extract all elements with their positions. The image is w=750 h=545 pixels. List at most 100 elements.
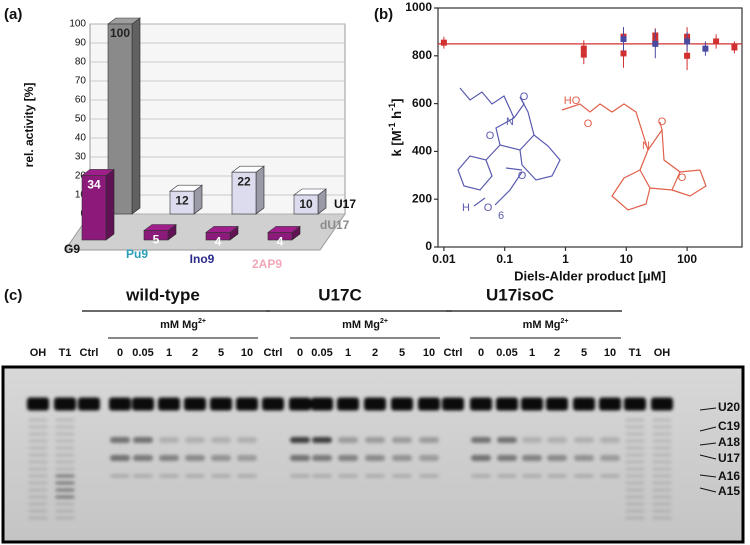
gel-band — [418, 397, 440, 411]
structure-label: O — [658, 116, 667, 128]
structure-label: O — [520, 91, 529, 103]
y-axis-label-part: -1 — [387, 103, 397, 111]
gel-band — [546, 397, 568, 411]
gel-band — [185, 437, 205, 443]
gel-band — [55, 425, 75, 429]
gel-band — [312, 437, 332, 443]
lane-label: 0 — [117, 347, 123, 359]
gel-band — [600, 437, 620, 443]
data-point — [731, 44, 738, 51]
data-point — [713, 38, 720, 45]
gel-band — [211, 437, 231, 443]
lane-label: 0 — [297, 347, 303, 359]
gel-band — [290, 474, 310, 478]
structure-label: 6 — [498, 210, 504, 222]
lane-label: OH — [30, 347, 47, 359]
y-tick-label: 10 — [75, 190, 87, 201]
lane-label: 5 — [218, 347, 224, 359]
lane-label: 1 — [529, 347, 535, 359]
gel-band — [391, 397, 413, 411]
gel-band — [54, 397, 76, 411]
group-header: wild-type — [125, 285, 200, 304]
y-tick-label: 30 — [75, 152, 87, 163]
gel-band — [599, 397, 621, 411]
unit-text: mM Mg — [160, 319, 198, 331]
gel-band — [185, 455, 205, 461]
gel-band — [237, 455, 257, 461]
gel-band — [237, 437, 257, 443]
gel-band — [338, 474, 358, 478]
gel-band — [574, 474, 594, 478]
unit-sup: 2+ — [560, 318, 568, 325]
gel-band — [55, 432, 75, 436]
gel-band — [470, 397, 492, 411]
gel-band — [496, 397, 518, 411]
gel-band — [625, 481, 645, 485]
gel-band — [28, 439, 48, 443]
band-label: U17 — [718, 451, 740, 465]
band-pointer — [699, 442, 717, 446]
structure-bond — [519, 134, 561, 181]
y-axis-label: k [M-1 h-1] — [387, 99, 404, 157]
band-pointer — [699, 407, 717, 411]
bar-side — [105, 168, 115, 241]
structure-label: N — [642, 140, 650, 152]
gel-band — [497, 437, 517, 443]
band-pointer — [699, 474, 717, 478]
gel-band — [651, 397, 673, 411]
gel-band — [365, 474, 385, 478]
y-tick-label: 20 — [75, 171, 87, 182]
structure-label: HO — [564, 95, 581, 107]
gel-band — [652, 418, 672, 422]
y-tick-label: 60 — [75, 95, 87, 106]
gel-band — [471, 455, 491, 461]
bar — [231, 171, 257, 215]
gel-band — [365, 455, 385, 461]
gel-band — [262, 397, 284, 411]
gel-band — [522, 455, 542, 461]
gel-band — [133, 437, 153, 443]
bar — [293, 194, 319, 215]
band-label: C19 — [718, 419, 740, 433]
series-label: U17 — [334, 197, 356, 211]
gel-band — [522, 474, 542, 478]
bar — [267, 232, 293, 241]
panel-label: (b) — [374, 6, 393, 23]
x-tick-label: 1 — [562, 252, 569, 266]
y-tick-label: 80 — [75, 57, 87, 68]
gel-band — [55, 439, 75, 443]
lane-label: 0.05 — [132, 347, 153, 359]
unit-text: mM Mg — [342, 319, 380, 331]
gel-band — [28, 495, 48, 499]
gel-band — [237, 474, 257, 478]
panel-label: (c) — [4, 287, 22, 304]
gel-band — [110, 437, 130, 443]
gel-band — [471, 474, 491, 478]
data-point — [580, 45, 587, 52]
data-point — [702, 45, 709, 52]
structure-label: O — [486, 130, 495, 142]
value-label: 100 — [110, 26, 130, 40]
gel-band — [625, 516, 645, 520]
gel-band — [133, 455, 153, 461]
y-axis-label-part: k [M — [389, 130, 404, 156]
gel-band — [132, 397, 154, 411]
structure-bond — [473, 197, 486, 207]
gel-band — [522, 437, 542, 443]
group-header: U17C — [318, 285, 361, 304]
value-label: 4 — [277, 235, 284, 249]
y-tick-label: 200 — [412, 191, 432, 205]
y-tick-label: 70 — [75, 76, 87, 87]
gel-band — [625, 446, 645, 450]
lane-label: 10 — [241, 347, 253, 359]
gel-image — [1, 365, 745, 544]
band-label: A15 — [718, 484, 740, 498]
y-tick-label: 50 — [75, 114, 87, 125]
bar-side — [255, 165, 265, 215]
gel-band — [28, 446, 48, 450]
gel-band — [497, 455, 517, 461]
gel-band — [573, 397, 595, 411]
structure-bond — [459, 87, 515, 119]
gel-band — [652, 460, 672, 464]
gel-band — [337, 397, 359, 411]
